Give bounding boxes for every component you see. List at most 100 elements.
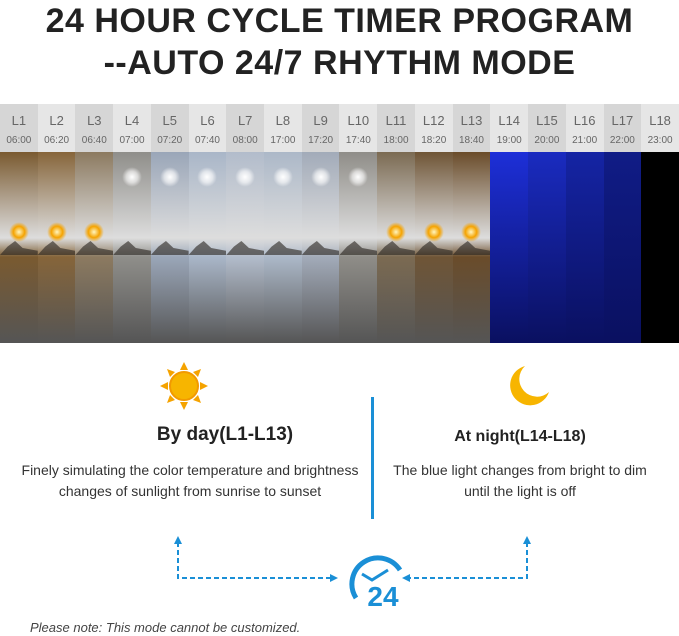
rock-silhouette (37, 241, 76, 255)
step-label: L15 (536, 113, 558, 128)
step-image (188, 152, 227, 343)
step-time: 18:20 (421, 135, 447, 146)
step-l10: L10 17:40 (339, 104, 378, 343)
cycle-arrows: 24 (174, 536, 531, 610)
day-heading: By day(L1-L13) (156, 424, 294, 445)
step-image (226, 152, 265, 343)
step-image (377, 152, 415, 343)
step-image (301, 152, 340, 343)
step-time: 17:00 (270, 135, 296, 146)
step-time: 21:00 (572, 135, 598, 146)
step-time: 06:20 (44, 135, 70, 146)
sun-glow (461, 222, 482, 242)
sun-glow (310, 167, 331, 187)
divider (371, 397, 374, 519)
step-label: L1 (11, 113, 27, 128)
step-time: 17:20 (308, 135, 334, 146)
step-l2: L2 06:20 (37, 104, 76, 343)
step-image (113, 152, 151, 343)
step-image (0, 152, 38, 343)
rock-silhouette (226, 241, 265, 255)
step-time: 22:00 (609, 135, 635, 146)
night-description: The blue light changes from bright to di… (393, 462, 647, 499)
step-l16: L16 21:00 (565, 104, 604, 343)
step-image (452, 152, 491, 343)
step-label: L13 (460, 113, 483, 128)
step-header: L1 06:00 (0, 104, 38, 152)
rock-silhouette (188, 241, 227, 255)
step-l6: L6 07:40 (188, 104, 227, 343)
step-header: L17 22:00 (603, 104, 642, 152)
title-line-2: --AUTO 24/7 RHYTHM MODE (103, 44, 576, 82)
step-header: L5 07:20 (150, 104, 189, 152)
sun-glow (8, 222, 29, 242)
step-header: L3 06:40 (75, 104, 114, 152)
step-l17: L17 22:00 (603, 104, 642, 343)
step-label: L7 (237, 113, 253, 128)
step-image (37, 152, 76, 343)
rock-silhouette (339, 241, 378, 255)
step-l3: L3 06:40 (75, 104, 114, 343)
step-time: 06:00 (6, 135, 32, 146)
step-time: 07:40 (194, 135, 220, 146)
step-l15: L15 20:00 (528, 104, 566, 343)
note: Please note: This mode cannot be customi… (30, 620, 301, 635)
step-l4: L4 07:00 (113, 104, 151, 343)
step-label: L12 (422, 113, 445, 128)
step-label: L17 (611, 113, 634, 128)
rock-silhouette (414, 241, 453, 255)
step-image (339, 152, 378, 343)
step-time: 19:00 (496, 135, 522, 146)
step-l13: L13 18:40 (452, 104, 491, 343)
step-time: 18:00 (383, 135, 409, 146)
step-l1: L1 06:00 (0, 104, 38, 343)
sun-glow (423, 222, 444, 242)
sun-glow (46, 222, 67, 242)
step-header: L15 20:00 (528, 104, 566, 152)
step-time: 18:40 (458, 135, 484, 146)
step-header: L14 19:00 (490, 104, 529, 152)
step-l7: L7 08:00 (226, 104, 265, 343)
step-time: 06:40 (81, 135, 107, 146)
rock-silhouette (0, 241, 38, 255)
clock-label: 24 (367, 581, 399, 610)
step-label: L5 (162, 113, 177, 128)
title-line-1: 24 HOUR CYCLE TIMER PROGRAM (45, 2, 634, 40)
step-header: L11 18:00 (377, 104, 415, 152)
step-image (150, 152, 189, 343)
step-image (565, 152, 604, 343)
step-image (414, 152, 453, 343)
rock-silhouette (377, 241, 415, 255)
step-l11: L11 18:00 (377, 104, 415, 343)
step-label: L4 (124, 113, 140, 128)
moon-icon (510, 366, 549, 406)
left-dashed-arrow (177, 542, 332, 579)
step-time: 08:00 (232, 135, 258, 146)
sun-glow (122, 167, 143, 187)
sun-glow (348, 167, 369, 187)
step-image (528, 152, 566, 343)
step-label: L14 (498, 113, 521, 128)
rock-silhouette (264, 241, 302, 255)
step-l12: L12 18:20 (414, 104, 453, 343)
step-time: 17:40 (345, 135, 371, 146)
step-time: 07:00 (119, 135, 145, 146)
sun-glow (235, 167, 256, 187)
step-image (603, 152, 642, 343)
rock-silhouette (113, 241, 151, 255)
step-header: L7 08:00 (226, 104, 265, 152)
night-heading: At night(L14-L18) (454, 428, 586, 445)
step-header: L8 17:00 (264, 104, 302, 152)
day-description: Finely simulating the color temperature … (21, 462, 359, 499)
step-label: L16 (573, 113, 596, 128)
step-l14: L14 19:00 (490, 104, 529, 343)
light-cycle-strip: L1 06:00 L2 06:20 L3 06:40 L4 07:00 L5 07:20 L6 07:… (0, 104, 679, 343)
step-l5: L5 07:20 (150, 104, 189, 343)
sun-glow (272, 167, 293, 187)
sun-glow (84, 222, 105, 242)
step-label: L11 (385, 113, 407, 128)
step-l8: L8 17:00 (264, 104, 302, 343)
step-l18: L18 23:00 (641, 104, 679, 343)
rock-silhouette (75, 241, 114, 255)
step-l9: L9 17:20 (301, 104, 340, 343)
